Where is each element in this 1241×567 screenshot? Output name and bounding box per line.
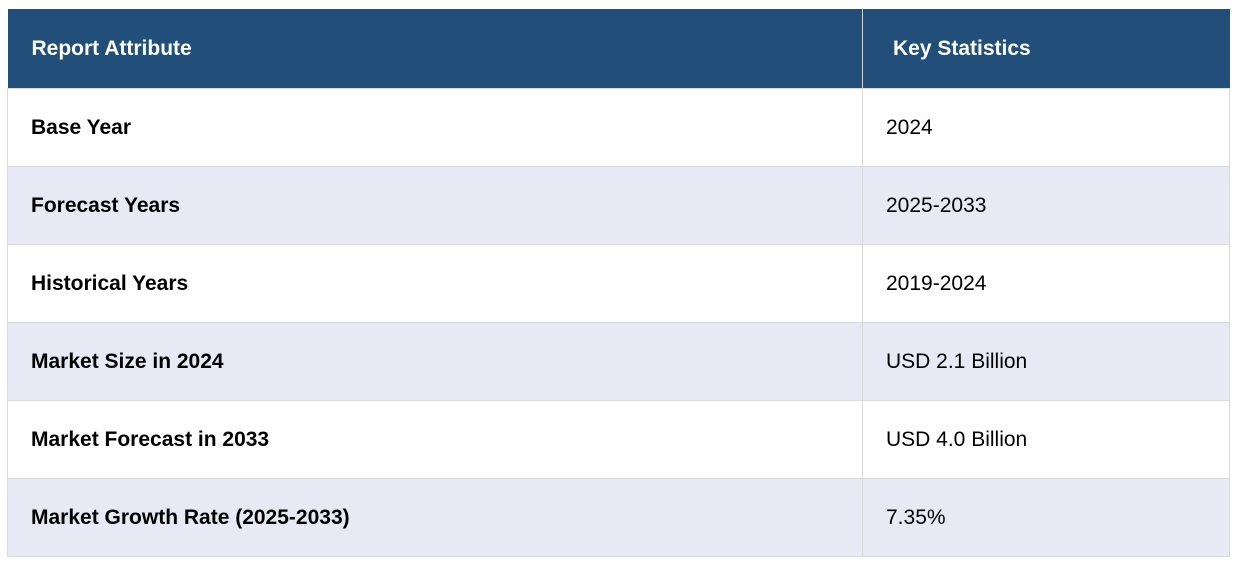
header-report-attribute: Report Attribute <box>7 9 863 89</box>
row-label-market-growth-rate: Market Growth Rate (2025-2033) <box>7 478 863 557</box>
report-attributes-table: Report Attribute Key Statistics Base Yea… <box>7 9 1230 557</box>
row-label-base-year: Base Year <box>7 88 863 167</box>
table-row: Market Forecast in 2033 USD 4.0 Billion <box>7 400 1230 479</box>
table-row: Market Size in 2024 USD 2.1 Billion <box>7 322 1230 401</box>
header-key-statistics: Key Statistics <box>862 9 1230 89</box>
report-table-container: Report Attribute Key Statistics Base Yea… <box>7 9 1230 557</box>
table-row: Forecast Years 2025-2033 <box>7 166 1230 245</box>
table-row: Historical Years 2019-2024 <box>7 244 1230 323</box>
row-value-base-year: 2024 <box>862 88 1230 167</box>
row-label-market-forecast: Market Forecast in 2033 <box>7 400 863 479</box>
table-header: Report Attribute Key Statistics <box>7 9 1230 89</box>
row-value-market-growth-rate: 7.35% <box>862 478 1230 557</box>
row-value-historical-years: 2019-2024 <box>862 244 1230 323</box>
table-row: Base Year 2024 <box>7 88 1230 167</box>
header-row: Report Attribute Key Statistics <box>7 9 1230 89</box>
table-row: Market Growth Rate (2025-2033) 7.35% <box>7 478 1230 557</box>
row-value-forecast-years: 2025-2033 <box>862 166 1230 245</box>
row-label-forecast-years: Forecast Years <box>7 166 863 245</box>
row-label-market-size: Market Size in 2024 <box>7 322 863 401</box>
row-value-market-size: USD 2.1 Billion <box>862 322 1230 401</box>
row-value-market-forecast: USD 4.0 Billion <box>862 400 1230 479</box>
table-body: Base Year 2024 Forecast Years 2025-2033 … <box>7 88 1230 557</box>
row-label-historical-years: Historical Years <box>7 244 863 323</box>
